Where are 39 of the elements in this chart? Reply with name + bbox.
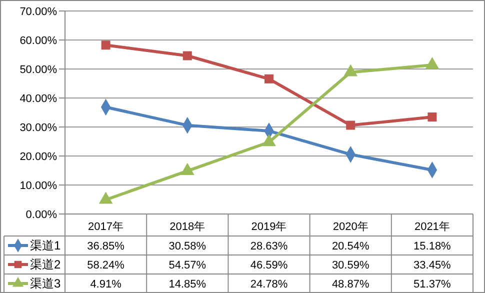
point (101, 40, 110, 50)
data-label: 30.58% (168, 240, 206, 252)
x-tick-label: 2017年 (88, 220, 124, 233)
point (346, 120, 356, 130)
y-tick-label: 0.00% (26, 208, 58, 221)
data-label: 54.57% (168, 260, 206, 272)
data-label: 28.63% (250, 240, 288, 252)
data-label: 48.87% (332, 278, 370, 290)
y-tick-label: 20.00% (20, 150, 58, 163)
y-tick-label: 50.00% (20, 64, 58, 76)
y-tick-label: 10.00% (20, 180, 58, 192)
data-label: 20.54% (332, 240, 370, 252)
legend-label: 渠道3 (30, 276, 61, 290)
data-label: 36.85% (87, 240, 125, 252)
legend-label: 渠道1 (30, 238, 61, 252)
y-tick-label: 40.00% (20, 92, 58, 105)
data-label: 15.18% (414, 240, 452, 252)
data-label: 30.59% (332, 260, 370, 272)
y-tick-label: 30.00% (20, 122, 58, 134)
x-tick-label: 2018年 (170, 220, 206, 233)
data-label: 46.59% (250, 260, 288, 272)
y-tick-label: 60.00% (20, 34, 58, 47)
data-label: 14.85% (168, 278, 206, 290)
point (182, 51, 192, 60)
data-label: 4.91% (90, 278, 122, 290)
point (262, 134, 276, 146)
point (428, 112, 437, 122)
x-tick-label: 2019年 (251, 220, 287, 233)
data-label: 33.45% (414, 260, 452, 272)
point (99, 192, 112, 204)
data-label: 51.37% (414, 278, 452, 290)
data-label: 58.24% (87, 260, 125, 272)
x-tick-label: 2021年 (414, 220, 450, 233)
point (264, 74, 274, 84)
point (180, 163, 194, 175)
data-label: 24.78% (250, 278, 288, 290)
y-tick-label: 70.00% (20, 6, 58, 18)
legend-label: 渠道2 (30, 258, 61, 272)
x-tick-label: 2020年 (332, 220, 368, 233)
